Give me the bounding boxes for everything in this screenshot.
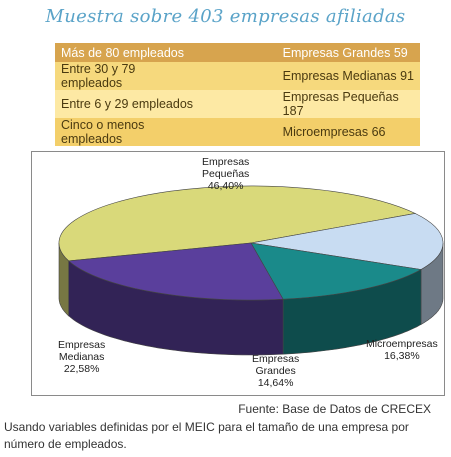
- footnote: Usando variables definidas por el MEIC p…: [4, 420, 409, 451]
- slice-percent: 16,38%: [384, 350, 420, 362]
- slice-grandes: [250, 242, 422, 300]
- range-cell: Entre 30 y 79 empleados: [55, 62, 201, 90]
- slice-label-micro: Microempresas 16,38%: [366, 338, 438, 362]
- size-table: Más de 80 empleados Empresas Grandes 59 …: [55, 43, 420, 146]
- slice-name-line: Medianas: [58, 351, 105, 363]
- slice-percent: 22,58%: [63, 363, 100, 375]
- table-row: Cinco o menos empleados Microempresas 66: [55, 118, 420, 146]
- source-text: Fuente: Base de Datos de CRECEX: [238, 402, 431, 416]
- category-cell: Empresas Medianas 91: [200, 62, 420, 90]
- slice-label-grandes: Empresas Grandes 14,64%: [252, 353, 299, 389]
- slice-name-line: Grandes: [255, 365, 296, 377]
- range-cell: Más de 80 empleados: [55, 43, 201, 62]
- category-cell: Empresas Grandes 59: [200, 43, 420, 62]
- table-row: Entre 30 y 79 empleados Empresas Mediana…: [55, 62, 420, 90]
- slice-label-medianas: Empresas Medianas 22,58%: [58, 339, 105, 375]
- table-row: Entre 6 y 29 empleados Empresas Pequeñas…: [55, 90, 420, 118]
- slice-name-line: Empresas: [252, 353, 300, 365]
- table-row: Más de 80 empleados Empresas Grandes 59: [55, 43, 420, 62]
- slice-name-line: Empresas: [202, 156, 250, 168]
- slice-name-line: Microempresas: [366, 338, 438, 350]
- slice-micro: [250, 213, 444, 270]
- slice-medianas: [67, 242, 284, 301]
- range-cell: Cinco o menos empleados: [55, 118, 201, 146]
- category-cell: Microempresas 66: [200, 118, 420, 146]
- slice-percent: 46,40%: [207, 180, 244, 192]
- category-cell: Empresas Pequeñas 187: [200, 90, 420, 118]
- slice-pequenas: [58, 185, 417, 262]
- slice-percent: 14,64%: [257, 377, 294, 389]
- slice-label-pequenas: Empresas Pequeñas 46,40%: [202, 156, 249, 192]
- slice-name-line: Empresas: [58, 339, 106, 351]
- slice-name-line: Pequeñas: [202, 168, 250, 180]
- range-cell: Entre 6 y 29 empleados: [55, 90, 201, 118]
- pie-chart-svg: [58, 185, 444, 356]
- pie-chart: Empresas Pequeñas 46,40% Microempresas 1…: [31, 151, 445, 396]
- page-title: Muestra sobre 403 empresas afiliadas: [45, 6, 406, 27]
